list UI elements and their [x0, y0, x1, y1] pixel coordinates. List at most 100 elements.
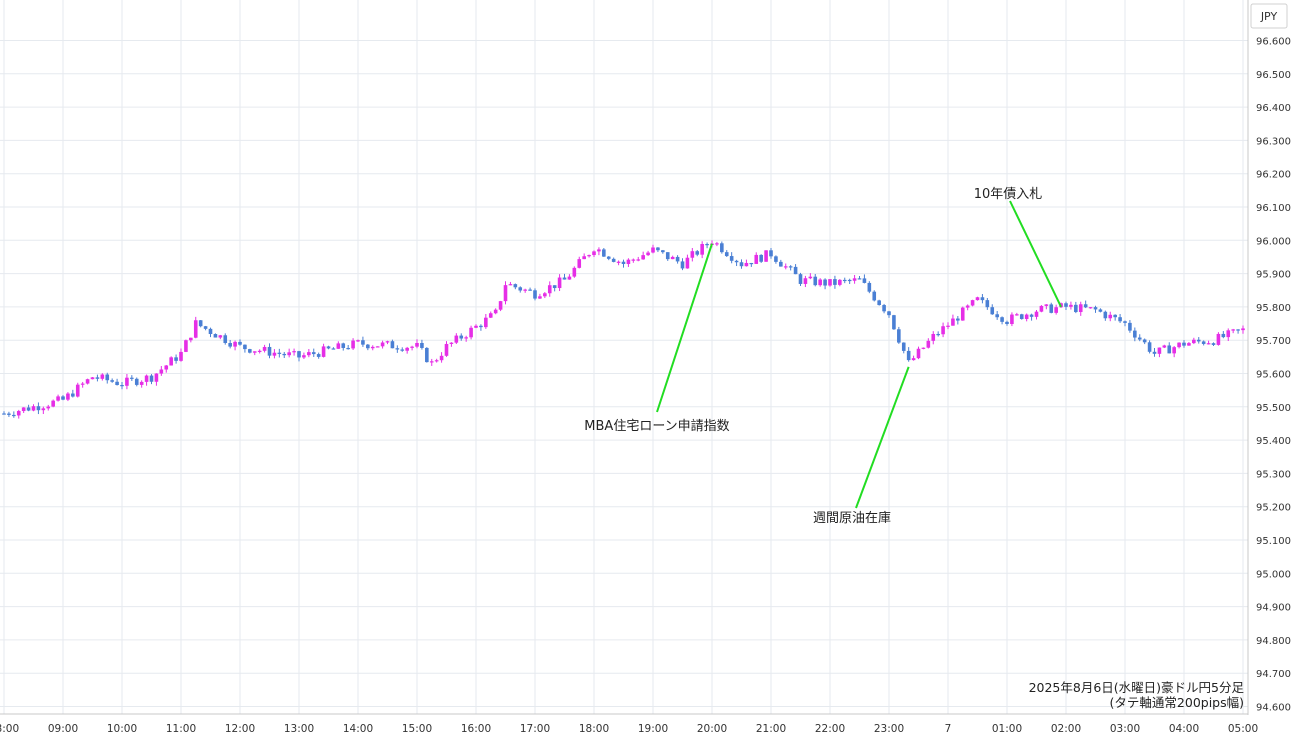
candle-body: [292, 351, 296, 353]
candle-body: [36, 406, 41, 411]
candle-body: [823, 279, 827, 286]
candle-body: [95, 377, 100, 379]
candle-body: [828, 279, 832, 286]
candle-body: [1231, 329, 1235, 331]
candle-body: [144, 375, 149, 382]
candle-body: [887, 311, 891, 316]
candle-body: [793, 266, 798, 275]
candle-body: [366, 344, 370, 349]
x-tick-label: 16:00: [461, 723, 491, 735]
candle-body: [336, 343, 341, 349]
candle-body: [833, 279, 837, 285]
candle-body: [744, 262, 749, 267]
y-tick-label: 95.800: [1256, 303, 1291, 314]
candle-body: [705, 244, 709, 246]
candle-body: [739, 262, 744, 267]
candle-body: [385, 341, 390, 343]
candle-body: [1044, 304, 1049, 306]
candle-body: [1177, 342, 1181, 348]
y-tick-label: 96.600: [1256, 37, 1291, 48]
candle-body: [1064, 303, 1068, 307]
candle-body: [646, 252, 650, 256]
candle-body: [184, 340, 188, 352]
candle-body: [661, 250, 665, 253]
candle-body: [798, 274, 803, 284]
y-tick-label: 95.600: [1256, 370, 1291, 381]
candle-body: [1226, 330, 1231, 338]
candle-body: [218, 335, 223, 338]
x-tick-label: 09:00: [48, 723, 78, 735]
candle-body: [46, 406, 51, 409]
candle-body: [503, 285, 508, 302]
x-tick-label: 20:00: [697, 723, 727, 735]
candle-body: [380, 342, 385, 347]
candle-body: [980, 297, 985, 301]
annotation-line: [855, 366, 910, 509]
y-tick-label: 95.000: [1256, 569, 1291, 580]
y-tick-label: 96.100: [1256, 203, 1291, 214]
candle-body: [51, 400, 55, 407]
candle-body: [1088, 307, 1093, 309]
candle-body: [675, 256, 680, 262]
candle-body: [892, 315, 896, 330]
candle-body: [774, 256, 778, 262]
candle-body: [1024, 314, 1029, 319]
candle-body: [341, 343, 346, 348]
candle-body: [941, 326, 945, 335]
candle-body: [85, 379, 90, 384]
candle-body: [1069, 304, 1073, 307]
candle-body: [1108, 314, 1113, 319]
candle-body: [154, 373, 159, 382]
candle-body: [415, 342, 419, 347]
candle-body: [931, 333, 936, 341]
candle-body: [872, 291, 877, 301]
y-tick-label: 95.500: [1256, 403, 1291, 414]
y-tick-label: 95.100: [1256, 536, 1291, 547]
candle-body: [1192, 339, 1196, 344]
candle-body: [960, 307, 965, 321]
candle-body: [400, 349, 405, 351]
candle-body: [1201, 341, 1206, 344]
candle-body: [287, 352, 291, 356]
candle-body: [193, 320, 198, 338]
candle-body: [174, 357, 178, 361]
candle-body: [606, 256, 611, 259]
candle-body: [616, 261, 621, 263]
candle-body: [228, 342, 232, 347]
candle-body: [213, 334, 218, 338]
candle-body: [1172, 347, 1176, 354]
candle-body: [307, 352, 311, 356]
candle-body: [754, 254, 759, 264]
candle-body: [41, 408, 46, 411]
candle-body: [1157, 347, 1162, 354]
candle-body: [1196, 339, 1201, 342]
candle-body: [597, 249, 601, 252]
candle-body: [105, 374, 110, 381]
candle-body: [356, 340, 360, 342]
caption-line-2: (タテ軸通常200pips幅): [1110, 695, 1244, 710]
candle-body: [139, 381, 144, 385]
candle-body: [906, 350, 911, 361]
candle-body: [567, 276, 572, 280]
candle-body: [552, 285, 557, 289]
candle-body: [469, 327, 473, 338]
candle-body: [7, 413, 11, 415]
y-tick-label: 94.600: [1256, 703, 1291, 714]
candle-body: [331, 348, 336, 350]
candle-body: [395, 348, 400, 350]
currency-badge[interactable]: [1250, 3, 1288, 29]
candle-body: [592, 251, 596, 256]
candle-body: [1074, 304, 1078, 313]
candle-body: [1093, 307, 1098, 310]
candle-body: [2, 413, 6, 415]
candle-body: [985, 300, 990, 308]
candle-body: [528, 289, 532, 291]
candle-body: [951, 318, 955, 326]
candle-body: [488, 313, 493, 318]
candle-body: [498, 301, 503, 310]
candle-body: [562, 277, 567, 280]
candle-body: [272, 352, 277, 356]
candle-body: [61, 396, 65, 400]
candle-body: [484, 317, 488, 328]
